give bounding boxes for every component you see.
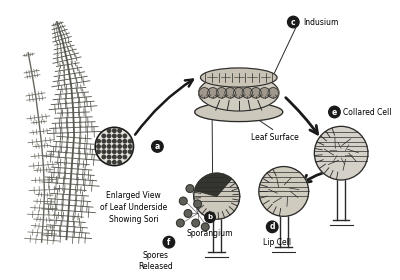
Circle shape xyxy=(128,145,132,148)
Circle shape xyxy=(95,127,134,165)
Circle shape xyxy=(113,129,116,132)
Text: a: a xyxy=(155,142,160,151)
Text: Spores
Released: Spores Released xyxy=(138,251,173,271)
Circle shape xyxy=(123,155,126,159)
Circle shape xyxy=(186,185,194,192)
Circle shape xyxy=(208,88,218,98)
Circle shape xyxy=(118,134,121,138)
Circle shape xyxy=(113,150,116,153)
Circle shape xyxy=(242,88,253,98)
Circle shape xyxy=(259,167,309,216)
Circle shape xyxy=(288,16,299,28)
Circle shape xyxy=(123,139,126,143)
Circle shape xyxy=(314,126,368,180)
Circle shape xyxy=(107,160,111,164)
Circle shape xyxy=(107,134,111,138)
Circle shape xyxy=(163,236,175,248)
Circle shape xyxy=(118,155,121,159)
Circle shape xyxy=(184,210,192,217)
Circle shape xyxy=(113,155,116,159)
Circle shape xyxy=(123,145,126,148)
Circle shape xyxy=(118,129,121,132)
Text: Collared Cell: Collared Cell xyxy=(343,108,392,116)
Circle shape xyxy=(107,150,111,153)
Circle shape xyxy=(118,150,121,153)
Circle shape xyxy=(205,212,215,223)
Circle shape xyxy=(102,150,106,153)
Circle shape xyxy=(199,88,210,98)
Circle shape xyxy=(123,134,126,138)
Circle shape xyxy=(180,197,187,205)
Circle shape xyxy=(266,221,278,233)
Text: d: d xyxy=(270,222,275,231)
Circle shape xyxy=(234,88,244,98)
Circle shape xyxy=(102,145,106,148)
Text: b: b xyxy=(208,214,212,220)
Circle shape xyxy=(107,139,111,143)
Circle shape xyxy=(192,219,200,227)
Circle shape xyxy=(329,106,340,118)
Circle shape xyxy=(107,155,111,159)
Circle shape xyxy=(102,155,106,159)
Circle shape xyxy=(225,88,235,98)
Circle shape xyxy=(102,134,106,138)
Ellipse shape xyxy=(198,75,279,111)
Text: e: e xyxy=(332,108,337,116)
Circle shape xyxy=(194,200,202,208)
Circle shape xyxy=(113,145,116,148)
Circle shape xyxy=(107,129,111,132)
Circle shape xyxy=(202,223,209,231)
Circle shape xyxy=(123,150,126,153)
Circle shape xyxy=(118,139,121,143)
Text: Lip Cell: Lip Cell xyxy=(263,238,291,247)
Text: Indusium: Indusium xyxy=(303,18,338,27)
Circle shape xyxy=(194,173,240,219)
Text: f: f xyxy=(167,238,170,247)
Circle shape xyxy=(176,219,184,227)
Text: Leaf Surface: Leaf Surface xyxy=(251,133,299,142)
Circle shape xyxy=(128,150,132,153)
Circle shape xyxy=(102,139,106,143)
Text: c: c xyxy=(291,18,296,27)
Wedge shape xyxy=(194,173,232,196)
Text: Enlarged View
of Leaf Underside
Showing Sori: Enlarged View of Leaf Underside Showing … xyxy=(100,192,167,224)
Circle shape xyxy=(268,88,278,98)
Ellipse shape xyxy=(200,68,277,87)
Circle shape xyxy=(216,88,227,98)
Circle shape xyxy=(152,141,163,152)
Circle shape xyxy=(107,145,111,148)
Ellipse shape xyxy=(195,102,283,122)
Circle shape xyxy=(97,145,100,148)
Circle shape xyxy=(118,160,121,164)
Circle shape xyxy=(113,160,116,164)
Circle shape xyxy=(97,150,100,153)
Circle shape xyxy=(113,139,116,143)
Text: Sporangium: Sporangium xyxy=(187,229,233,238)
Circle shape xyxy=(251,88,261,98)
Circle shape xyxy=(259,88,270,98)
Circle shape xyxy=(118,145,121,148)
Circle shape xyxy=(113,134,116,138)
Circle shape xyxy=(128,139,132,143)
Circle shape xyxy=(97,139,100,143)
